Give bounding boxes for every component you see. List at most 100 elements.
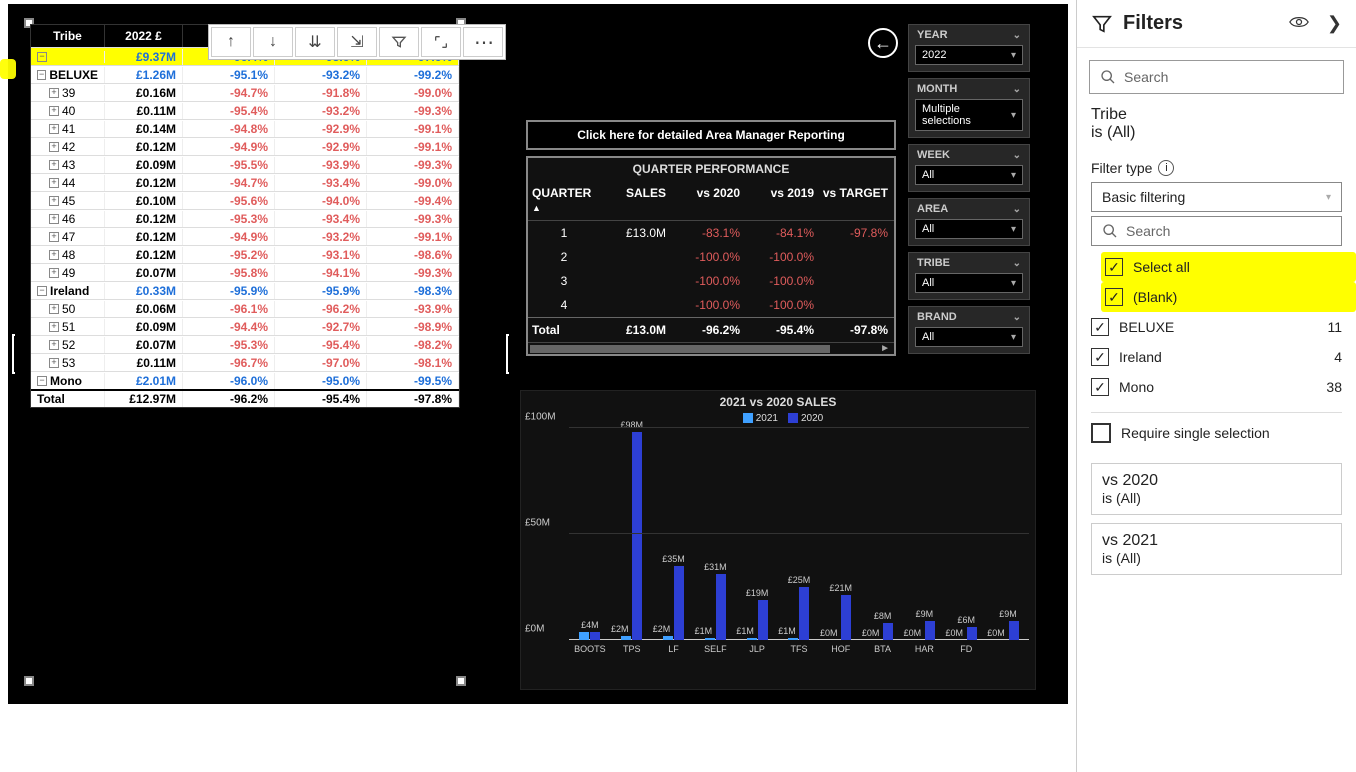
filter-option[interactable]: BELUXE11 bbox=[1091, 312, 1356, 342]
focus-mode-icon[interactable] bbox=[421, 27, 461, 57]
slicer-dropdown[interactable]: All▾ bbox=[915, 165, 1023, 185]
filter-card[interactable]: vs 2020 is (All) bbox=[1091, 463, 1342, 515]
bar-group[interactable]: £98M£2MTPS bbox=[611, 432, 653, 640]
sales-bar-chart[interactable]: 2021 vs 2020 SALES 20212020 £4MBOOTS£98M… bbox=[520, 390, 1036, 690]
matrix-child-row[interactable]: +53£0.11M-96.7%-97.0%-98.1% bbox=[31, 353, 459, 371]
bar-2021[interactable] bbox=[579, 632, 589, 640]
slicer-month[interactable]: MONTH⌄ Multiple selections▾ bbox=[908, 78, 1030, 138]
matrix-child-row[interactable]: +44£0.12M-94.7%-93.4%-99.0% bbox=[31, 173, 459, 191]
quarter-performance-table[interactable]: QUARTER PERFORMANCE QUARTER▲ SALES vs 20… bbox=[526, 156, 896, 356]
drill-up-icon[interactable]: ↑ bbox=[211, 27, 251, 57]
row-label[interactable]: +53 bbox=[31, 355, 105, 371]
checkbox-icon[interactable] bbox=[1091, 318, 1109, 336]
row-label[interactable]: +46 bbox=[31, 211, 105, 227]
drill-down-icon[interactable]: ↓ bbox=[253, 27, 293, 57]
row-label[interactable]: +52 bbox=[31, 337, 105, 353]
checkbox-icon[interactable] bbox=[1105, 258, 1123, 276]
bar-group[interactable]: £9M£0M bbox=[987, 621, 1029, 640]
view-icon[interactable] bbox=[1289, 13, 1309, 34]
filter-option[interactable]: Select all bbox=[1101, 252, 1356, 282]
qperf-col-vs2019[interactable]: vs 2019 bbox=[744, 180, 818, 220]
row-label[interactable]: −Mono bbox=[31, 373, 105, 389]
filter-values-search[interactable]: Search bbox=[1091, 216, 1342, 246]
expand-icon[interactable]: + bbox=[49, 214, 59, 224]
filter-card[interactable]: vs 2021 is (All) bbox=[1091, 523, 1342, 575]
row-label[interactable]: +47 bbox=[31, 229, 105, 245]
slicer-year[interactable]: YEAR⌄ 2022▾ bbox=[908, 24, 1030, 72]
expand-icon[interactable]: + bbox=[49, 88, 59, 98]
expand-icon[interactable]: + bbox=[49, 322, 59, 332]
resize-handle[interactable] bbox=[12, 334, 15, 374]
matrix-child-row[interactable]: +51£0.09M-94.4%-92.7%-98.9% bbox=[31, 317, 459, 335]
expand-icon[interactable]: + bbox=[49, 268, 59, 278]
qperf-row[interactable]: 1 £13.0M -83.1% -84.1% -97.8% bbox=[528, 221, 894, 245]
matrix-group-row[interactable]: −Ireland£0.33M-95.9%-95.9%-98.3% bbox=[31, 281, 459, 299]
row-label[interactable]: +42 bbox=[31, 139, 105, 155]
row-label[interactable]: +41 bbox=[31, 121, 105, 137]
checkbox-icon[interactable] bbox=[1105, 288, 1123, 306]
expand-icon[interactable]: + bbox=[49, 196, 59, 206]
matrix-group-row[interactable]: −Mono£2.01M-96.0%-95.0%-99.5% bbox=[31, 371, 459, 389]
filters-search[interactable]: Search bbox=[1089, 60, 1344, 94]
info-icon[interactable]: i bbox=[1158, 160, 1174, 176]
matrix-child-row[interactable]: +40£0.11M-95.4%-93.2%-99.3% bbox=[31, 101, 459, 119]
selection-handle[interactable] bbox=[24, 676, 34, 686]
filter-option[interactable]: (Blank) bbox=[1101, 282, 1356, 312]
matrix-child-row[interactable]: +41£0.14M-94.8%-92.9%-99.1% bbox=[31, 119, 459, 137]
checkbox-icon[interactable] bbox=[1091, 348, 1109, 366]
row-label[interactable]: +51 bbox=[31, 319, 105, 335]
matrix-child-row[interactable]: +39£0.16M-94.7%-91.8%-99.0% bbox=[31, 83, 459, 101]
matrix-child-row[interactable]: +49£0.07M-95.8%-94.1%-99.3% bbox=[31, 263, 459, 281]
filter-option[interactable]: Mono38 bbox=[1091, 372, 1356, 402]
expand-icon[interactable]: + bbox=[49, 142, 59, 152]
expand-icon[interactable]: + bbox=[49, 106, 59, 116]
expand-icon[interactable]: + bbox=[49, 304, 59, 314]
col-header-sales[interactable]: 2022 £ bbox=[105, 25, 183, 47]
more-options-icon[interactable]: ⋯ bbox=[463, 27, 503, 57]
slicer-area[interactable]: AREA⌄ All▾ bbox=[908, 198, 1030, 246]
qperf-row[interactable]: 4 -100.0% -100.0% bbox=[528, 293, 894, 317]
require-single-selection[interactable]: Require single selection bbox=[1077, 423, 1356, 455]
slicer-dropdown[interactable]: All▾ bbox=[915, 327, 1023, 347]
expand-icon[interactable]: + bbox=[49, 232, 59, 242]
qperf-col-quarter[interactable]: QUARTER bbox=[532, 186, 591, 200]
expand-all-icon[interactable]: ⇲ bbox=[337, 27, 377, 57]
slicer-tribe[interactable]: TRIBE⌄ All▾ bbox=[908, 252, 1030, 300]
row-label[interactable]: −BELUXE bbox=[31, 67, 105, 83]
matrix-child-row[interactable]: +47£0.12M-94.9%-93.2%-99.1% bbox=[31, 227, 459, 245]
matrix-child-row[interactable]: +52£0.07M-95.3%-95.4%-98.2% bbox=[31, 335, 459, 353]
back-button[interactable]: ← bbox=[868, 28, 898, 58]
matrix-child-row[interactable]: +45£0.10M-95.6%-94.0%-99.4% bbox=[31, 191, 459, 209]
slicer-dropdown[interactable]: All▾ bbox=[915, 219, 1023, 239]
col-header-tribe[interactable]: Tribe bbox=[31, 25, 105, 47]
expand-down-icon[interactable]: ⇊ bbox=[295, 27, 335, 57]
checkbox-icon[interactable] bbox=[1091, 378, 1109, 396]
row-label[interactable]: +40 bbox=[31, 103, 105, 119]
row-label[interactable]: +43 bbox=[31, 157, 105, 173]
expand-icon[interactable]: + bbox=[49, 340, 59, 350]
expand-icon[interactable]: + bbox=[49, 358, 59, 368]
matrix-child-row[interactable]: +50£0.06M-96.1%-96.2%-93.9% bbox=[31, 299, 459, 317]
slicer-dropdown[interactable]: Multiple selections▾ bbox=[915, 99, 1023, 131]
expand-icon[interactable]: + bbox=[49, 178, 59, 188]
matrix-child-row[interactable]: +46£0.12M-95.3%-93.4%-99.3% bbox=[31, 209, 459, 227]
collapse-icon[interactable]: − bbox=[37, 52, 47, 62]
qperf-col-sales[interactable]: SALES bbox=[600, 180, 670, 220]
slicer-week[interactable]: WEEK⌄ All▾ bbox=[908, 144, 1030, 192]
slicer-dropdown[interactable]: All▾ bbox=[915, 273, 1023, 293]
bar-2020[interactable] bbox=[632, 432, 642, 640]
row-label[interactable]: +45 bbox=[31, 193, 105, 209]
qperf-row[interactable]: 3 -100.0% -100.0% bbox=[528, 269, 894, 293]
collapse-icon[interactable]: − bbox=[37, 376, 47, 386]
filter-option[interactable]: Ireland4 bbox=[1091, 342, 1356, 372]
row-label[interactable]: − bbox=[31, 51, 105, 63]
collapse-icon[interactable]: − bbox=[37, 70, 46, 80]
row-label[interactable]: +49 bbox=[31, 265, 105, 281]
collapse-icon[interactable]: − bbox=[37, 286, 47, 296]
resize-handle[interactable] bbox=[506, 334, 509, 374]
matrix-child-row[interactable]: +42£0.12M-94.9%-92.9%-99.1% bbox=[31, 137, 459, 155]
row-label[interactable]: +50 bbox=[31, 301, 105, 317]
tribe-matrix[interactable]: Tribe 2022 £ −£9.37M-96.4%-95.6%-97.6%−B… bbox=[30, 24, 460, 408]
matrix-group-row[interactable]: −BELUXE£1.26M-95.1%-93.2%-99.2% bbox=[31, 65, 459, 83]
matrix-child-row[interactable]: +43£0.09M-95.5%-93.9%-99.3% bbox=[31, 155, 459, 173]
